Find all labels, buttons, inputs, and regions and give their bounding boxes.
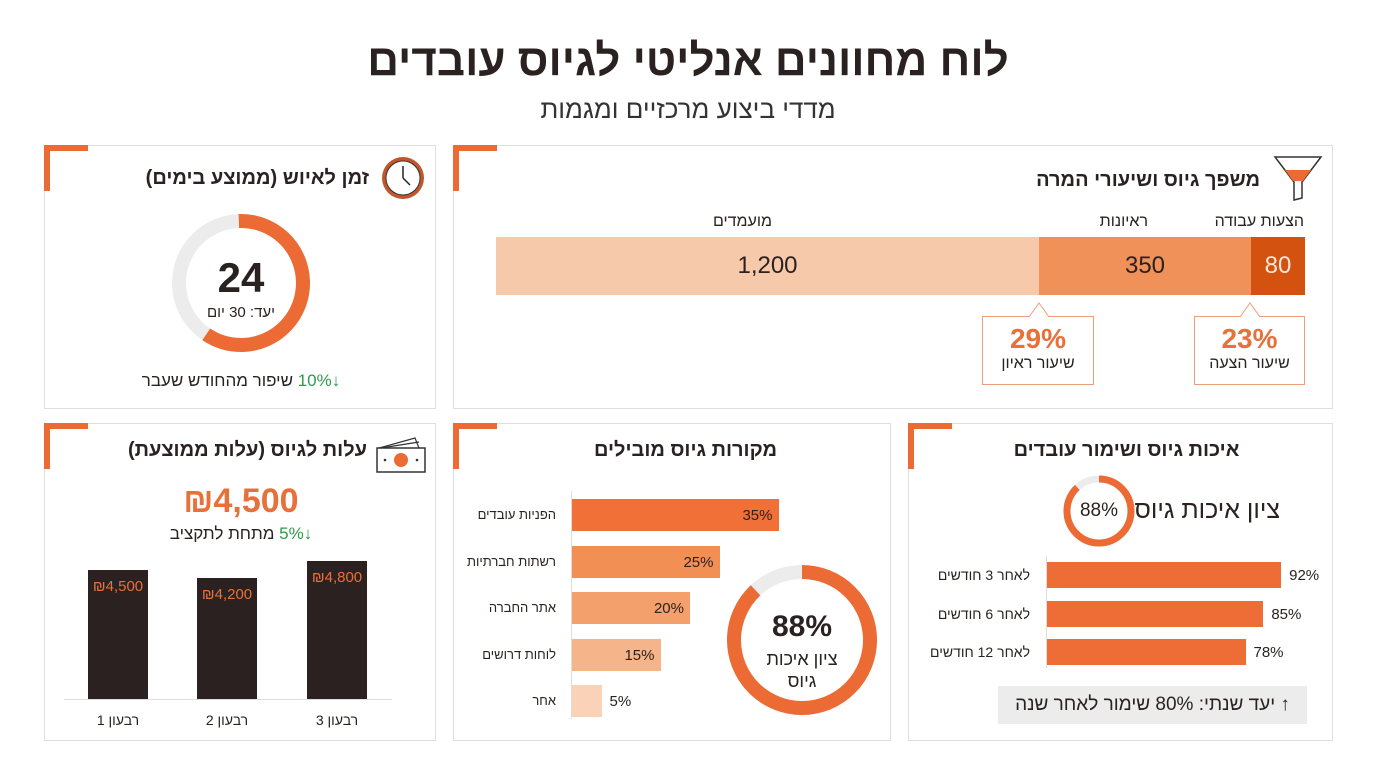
callout-pointer xyxy=(1240,302,1260,318)
bar-value-label: 5% xyxy=(609,693,632,710)
quality-donut-fill xyxy=(727,565,877,715)
segment-value: 80 xyxy=(1264,252,1292,279)
bar-value-label: 25% xyxy=(683,553,714,571)
change-text: מתחת לתקציב xyxy=(169,524,275,543)
corner-accent xyxy=(453,423,497,469)
bar-value-label: ₪4,800 xyxy=(311,569,363,587)
donut-label-line: גיוס xyxy=(787,671,817,691)
bar-value-label: 15% xyxy=(624,646,655,664)
segment-value: 1,200 xyxy=(737,252,798,279)
x-axis-label: רבעון 3 xyxy=(315,712,359,728)
category-label: הפניות עובדים xyxy=(477,507,556,522)
time-ring xyxy=(172,214,310,352)
quality-score-ring-fill xyxy=(1063,475,1135,547)
sources-card: מקורות גיוס מובילים 35% הפניות עובדים 25% ר… xyxy=(453,423,891,741)
card-title: זמן לאיוש (ממוצע בימים) xyxy=(145,167,369,189)
cost-change: ↓5% מתחת לתקציב xyxy=(45,524,437,544)
cost-bar: ₪4,800 xyxy=(307,561,367,699)
donut-label-line: ציון איכות xyxy=(766,649,838,669)
donut-label: ציון איכות גיוס xyxy=(726,648,878,692)
retention-target: ↑ יעד שנתי: 80% שימור לאחר שנה xyxy=(998,686,1307,724)
category-label: לאחר 3 חודשים xyxy=(937,567,1030,583)
callout-pointer xyxy=(1029,302,1049,318)
x-axis-label: רבעון 2 xyxy=(205,712,249,728)
category-label: רשתות חברתיות xyxy=(467,553,556,569)
donut-value: 88% xyxy=(771,610,833,643)
rate-value: 23% xyxy=(1221,323,1278,354)
category-label: אתר החברה xyxy=(488,600,556,615)
card-title: משפך גיוס ושיעורי המרה xyxy=(1036,169,1260,191)
rate-value: 29% xyxy=(1009,323,1067,354)
time-ring-fill xyxy=(172,214,310,352)
change-text: שיפור מהחודש שעבר xyxy=(141,371,293,390)
card-title: מקורות גיוס מובילים xyxy=(594,439,777,461)
bar-value-label: ₪4,500 xyxy=(92,577,144,595)
x-axis-line xyxy=(64,699,392,700)
cost-card: עלות לגיוס (עלות ממוצעת) ₪4,500 ↓5% מתחת… xyxy=(44,423,436,741)
money-icon xyxy=(376,437,426,473)
funnel-label-interviews: ראיונות xyxy=(1099,213,1148,230)
quality-card: איכות גיוס ושימור עובדים 88% ציון איכות … xyxy=(908,423,1333,741)
cost-value: ₪4,500 xyxy=(183,482,299,520)
source-bar xyxy=(572,638,661,671)
category-label: לאחר 12 חודשים xyxy=(930,644,1030,660)
time-target: יעד: 30 יום xyxy=(206,304,276,321)
segment-value: 350 xyxy=(1124,252,1166,279)
corner-accent xyxy=(44,145,88,191)
funnel-label-offers: הצעות עבודה xyxy=(1214,213,1304,230)
time-to-hire-card: זמן לאיוש (ממוצע בימים) 24 יעד: 30 יום ↓… xyxy=(44,145,436,409)
quality-score-value: 88% xyxy=(1079,500,1119,521)
funnel-label-candidates: מועמדים xyxy=(712,213,772,230)
corner-accent xyxy=(453,145,497,191)
quality-donut xyxy=(727,565,877,715)
category-label: אחר xyxy=(532,693,556,708)
source-bar xyxy=(572,592,690,624)
quality-score-ring xyxy=(1063,475,1135,547)
bar-value-label: 92% xyxy=(1289,567,1320,584)
time-change: ↓10% שיפור מהחודש שעבר xyxy=(45,371,437,391)
funnel-card: משפך גיוס ושיעורי המרה הצעות עבודה ראיונ… xyxy=(453,145,1333,409)
offer-rate-callout: 23% שיעור הצעה xyxy=(1194,316,1305,385)
bar-value-label: ₪4,200 xyxy=(201,586,253,604)
time-value: 24 xyxy=(217,254,265,301)
funnel-segment-candidates: 1,200 xyxy=(496,237,1039,295)
y-axis-line xyxy=(1046,556,1047,668)
page-subtitle: מדדי ביצוע מרכזיים ומגמות xyxy=(540,94,836,124)
retention-bar xyxy=(1047,600,1264,627)
funnel-segment-offers: 80 xyxy=(1251,237,1305,295)
page-title: לוח מחוונים אנליטי לגיוס עובדים xyxy=(367,36,1009,85)
clock-icon xyxy=(382,157,424,199)
card-title: עלות לגיוס (עלות ממוצעת) xyxy=(128,439,367,461)
rate-label: שיעור הצעה xyxy=(1209,355,1290,372)
source-bar xyxy=(572,545,720,578)
y-axis-line xyxy=(571,491,572,719)
funnel-icon xyxy=(1273,156,1323,201)
interview-rate-callout: 29% שיעור ראיון xyxy=(982,316,1094,385)
retention-bar xyxy=(1047,639,1246,665)
cost-bar: ₪4,500 xyxy=(88,569,148,699)
card-title: איכות גיוס ושימור עובדים xyxy=(1013,439,1240,461)
category-label: לוחות דרושים xyxy=(482,646,556,662)
bar-value-label: 78% xyxy=(1253,644,1284,661)
category-label: לאחר 6 חודשים xyxy=(937,605,1030,622)
rate-label: שיעור ראיון xyxy=(1001,355,1075,372)
source-bar xyxy=(572,499,779,531)
change-value: ↓5% xyxy=(279,524,313,543)
bar-value-label: 35% xyxy=(742,507,773,524)
source-bar xyxy=(572,685,602,717)
retention-bar xyxy=(1047,562,1282,588)
cost-bar: ₪4,200 xyxy=(197,578,257,699)
x-axis-label: רבעון 1 xyxy=(96,712,140,728)
bar-value-label: 85% xyxy=(1271,605,1302,623)
corner-accent xyxy=(908,423,952,469)
funnel-segment-interviews: 350 xyxy=(1039,237,1251,295)
change-value: ↓10% xyxy=(297,371,341,390)
bar-value-label: 20% xyxy=(653,600,684,617)
corner-accent xyxy=(44,423,88,469)
quality-score-label: ציון איכות גיוס xyxy=(1134,496,1280,524)
